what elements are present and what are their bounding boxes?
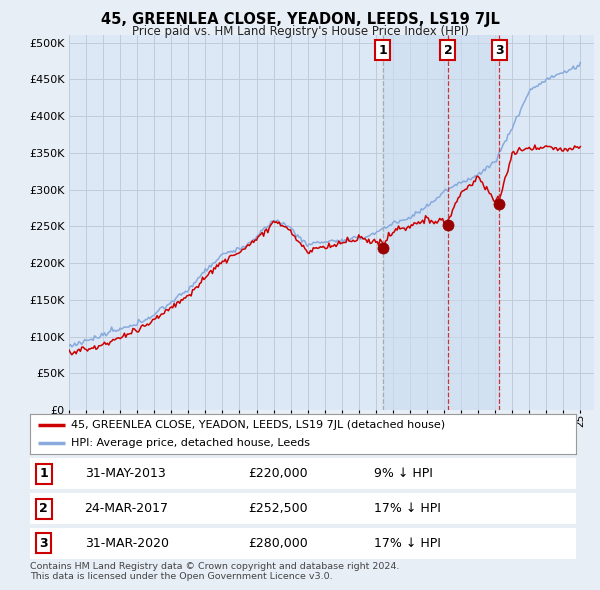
Text: 1: 1: [379, 44, 388, 57]
Text: Contains HM Land Registry data © Crown copyright and database right 2024.
This d: Contains HM Land Registry data © Crown c…: [30, 562, 400, 581]
Text: 2: 2: [443, 44, 452, 57]
Text: 2: 2: [39, 502, 48, 515]
Bar: [383, 35, 499, 410]
Text: £252,500: £252,500: [248, 502, 308, 515]
Text: 9% ↓ HPI: 9% ↓ HPI: [374, 467, 433, 480]
Text: 24-MAR-2017: 24-MAR-2017: [85, 502, 169, 515]
Text: £280,000: £280,000: [248, 537, 308, 550]
Text: 31-MAR-2020: 31-MAR-2020: [85, 537, 169, 550]
Text: 17% ↓ HPI: 17% ↓ HPI: [374, 537, 441, 550]
Text: HPI: Average price, detached house, Leeds: HPI: Average price, detached house, Leed…: [71, 438, 310, 448]
Text: 31-MAY-2013: 31-MAY-2013: [85, 467, 166, 480]
Text: Price paid vs. HM Land Registry's House Price Index (HPI): Price paid vs. HM Land Registry's House …: [131, 25, 469, 38]
Text: 3: 3: [40, 537, 48, 550]
Text: 45, GREENLEA CLOSE, YEADON, LEEDS, LS19 7JL: 45, GREENLEA CLOSE, YEADON, LEEDS, LS19 …: [101, 12, 499, 27]
Text: 3: 3: [495, 44, 504, 57]
Text: £220,000: £220,000: [248, 467, 308, 480]
Text: 1: 1: [39, 467, 48, 480]
Text: 17% ↓ HPI: 17% ↓ HPI: [374, 502, 441, 515]
Text: 45, GREENLEA CLOSE, YEADON, LEEDS, LS19 7JL (detached house): 45, GREENLEA CLOSE, YEADON, LEEDS, LS19 …: [71, 420, 445, 430]
